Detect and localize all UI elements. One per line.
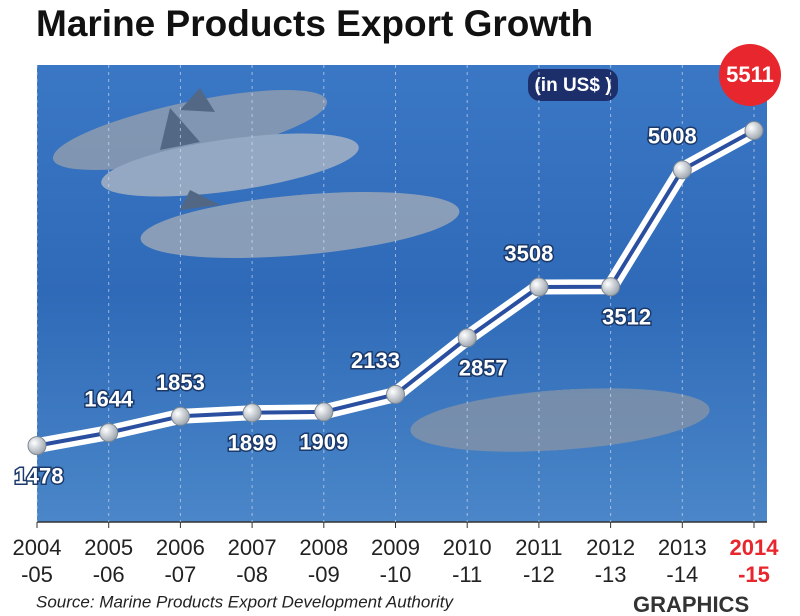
x-tick-label: 2010 -11 bbox=[442, 535, 492, 587]
x-tick-label: 2009 -10 bbox=[371, 535, 420, 587]
x-tick-label: 2011 -12 bbox=[515, 535, 563, 587]
data-point bbox=[27, 436, 47, 456]
data-label: 2133 bbox=[351, 348, 400, 373]
highlight-badge bbox=[719, 44, 781, 106]
credit: GRAPHICS bbox=[633, 592, 749, 616]
data-point bbox=[386, 384, 405, 404]
data-label: 1478 bbox=[15, 463, 64, 488]
dolphins bbox=[52, 88, 710, 452]
source: Source: Marine Products Export Developme… bbox=[36, 592, 455, 611]
x-tick-label: 2013 -14 bbox=[657, 535, 707, 587]
data-label: 1909 bbox=[299, 430, 348, 455]
data-label: 1644 bbox=[84, 386, 134, 411]
data-label: 5008 bbox=[648, 124, 697, 149]
data-label: 1899 bbox=[228, 431, 277, 456]
data-label: 1853 bbox=[156, 370, 205, 395]
data-point bbox=[601, 277, 621, 297]
unit-badge bbox=[528, 69, 618, 101]
data-label: 3512 bbox=[602, 305, 651, 330]
x-tick-label: 2008 -09 bbox=[299, 535, 349, 587]
data-point bbox=[672, 160, 692, 180]
data-label: 3508 bbox=[504, 241, 553, 266]
x-tick-label: 2014 -15 bbox=[729, 535, 779, 587]
data-label: 5511 bbox=[726, 62, 774, 87]
data-point bbox=[314, 402, 334, 422]
chart-title: Marine Products Export Growth bbox=[36, 3, 593, 44]
data-label: 2857 bbox=[459, 356, 508, 381]
data-point bbox=[457, 328, 477, 348]
unit-label: (in US$ ) bbox=[534, 75, 611, 96]
x-tick-label: 2006 -07 bbox=[155, 535, 205, 587]
x-tick-label: 2004 -05 bbox=[12, 535, 62, 587]
x-tick-label: 2012 -13 bbox=[586, 535, 636, 587]
data-point bbox=[242, 403, 262, 423]
data-point bbox=[170, 406, 190, 426]
x-tick-label: 2005 -06 bbox=[84, 535, 134, 587]
x-tick-label: 2007 -08 bbox=[227, 535, 277, 587]
data-point bbox=[529, 277, 549, 297]
data-point bbox=[744, 121, 764, 141]
data-point bbox=[99, 423, 119, 443]
